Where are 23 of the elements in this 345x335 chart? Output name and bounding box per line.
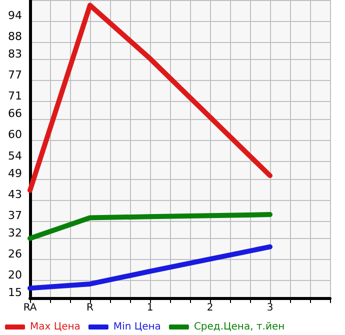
y-tick-label: 54 [8, 149, 22, 162]
x-tick-label: RA [23, 302, 37, 314]
y-tick-label: 66 [8, 107, 22, 120]
x-tick-label: 1 [146, 302, 154, 314]
x-tick-label: R [86, 302, 94, 314]
y-tick-label: 43 [8, 188, 22, 201]
y-tick-label: 94 [8, 9, 22, 22]
y-tick-label: 83 [8, 48, 22, 61]
y-tick-label: 15 [8, 286, 22, 299]
legend-label: Max Цена [30, 322, 80, 332]
y-tick-label: 71 [8, 90, 22, 103]
y-tick-label: 26 [8, 247, 22, 260]
y-tick-label: 60 [8, 128, 22, 142]
y-tick-label: 37 [8, 208, 22, 222]
legend-label: Min Цена [113, 322, 161, 332]
y-tick-label: 49 [8, 166, 22, 180]
legend-label: Сред.Цена, т.йен [194, 322, 285, 332]
y-tick-label: 88 [8, 30, 22, 44]
x-tick-label: 2 [206, 302, 214, 314]
y-tick-label: 32 [8, 226, 22, 240]
y-tick-label: 77 [8, 68, 22, 82]
x-tick-label: 3 [266, 302, 274, 314]
y-tick-label: 20 [8, 268, 22, 282]
